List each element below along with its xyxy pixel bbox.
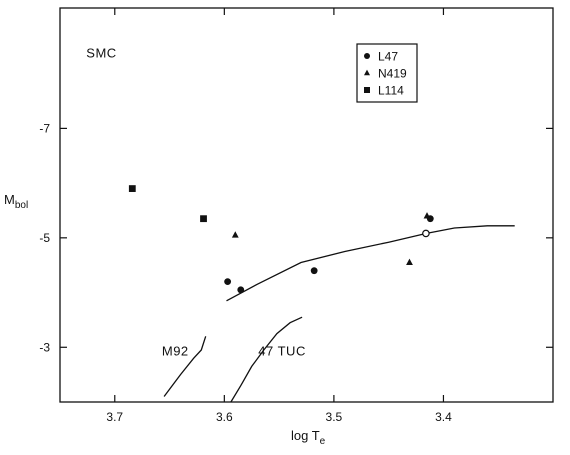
legend-marker-l114 [364,87,370,93]
data-point-l114 [128,185,136,192]
annotation-m92: M92 [162,343,189,358]
y-tick-label: -7 [39,121,50,135]
data-point-l47 [224,278,232,286]
legend-label-l114: L114 [378,84,404,98]
x-tick-label: 3.4 [435,410,452,424]
annotation-47-tuc: 47 TUC [258,343,306,358]
y-axis-label: Mbol [4,192,28,211]
x-tick-label: 3.6 [216,410,233,424]
plot-frame [59,7,554,403]
legend-label-l47: L47 [378,50,398,64]
open-data-point [422,229,430,238]
annotation-smc: SMC [86,45,116,60]
data-point-n419 [231,231,239,238]
x-axis-label: log Te [291,428,326,447]
data-point-n419 [423,212,431,219]
data-point-l47 [310,267,318,275]
smc-giant-branch-curve [226,225,515,302]
legend-marker-l47 [364,53,370,59]
m92-isochrone [163,336,207,397]
legend-marker-n419 [364,69,370,76]
y-tick-label: -5 [39,231,50,245]
x-tick-label: 3.5 [326,410,343,424]
legend-label-n419: N419 [378,67,407,81]
data-point-l114 [200,215,207,223]
data-point-n419 [406,258,413,266]
data-point-l47 [237,286,245,294]
y-tick-label: -3 [39,340,50,354]
47tuc-isochrone [230,316,303,403]
x-tick-label: 3.7 [106,410,123,424]
